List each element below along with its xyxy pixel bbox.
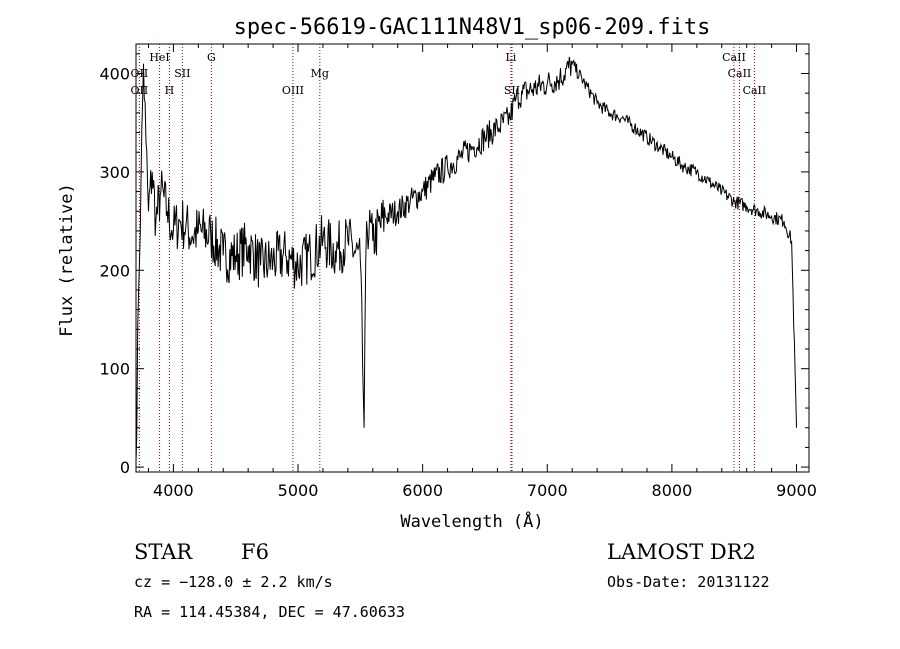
x-axis: 4000 5000 6000 7000 8000 9000 <box>147 44 817 500</box>
spectral-line-label: Li <box>505 51 516 64</box>
spectral-line-label: CaII <box>728 67 752 80</box>
x-tick-label: 9000 <box>776 481 817 500</box>
spectral-line-markers <box>138 44 755 472</box>
spectral-line-label: CaII <box>722 51 746 64</box>
x-tick-label: 4000 <box>153 481 194 500</box>
spectral-line-label: OIII <box>282 84 304 97</box>
object-subclass: F6 <box>241 540 269 564</box>
spectral-line-label: G <box>207 51 216 64</box>
spectral-line-label: SII <box>174 67 190 80</box>
x-tick-label: 8000 <box>652 481 693 500</box>
chart-title: spec-56619-GAC111N48V1_sp06-209.fits <box>234 15 711 40</box>
x-tick-label: 5000 <box>278 481 319 500</box>
survey-name: LAMOST DR2 <box>607 540 756 564</box>
y-tick-label: 400 <box>99 65 130 84</box>
spectral-line-label: H <box>165 84 175 97</box>
x-tick-label: 6000 <box>402 481 443 500</box>
spectrum-line <box>135 56 797 463</box>
y-tick-label: 200 <box>99 261 130 280</box>
y-axis-label: Flux (relative) <box>57 183 77 337</box>
spectral-line-label: CaII <box>743 84 767 97</box>
spectral-line-label: OII <box>131 84 149 97</box>
spectral-line-label: HeI <box>149 51 169 64</box>
coordinates: RA = 114.45384, DEC = 47.60633 <box>134 603 405 621</box>
y-axis: 0 100 200 300 400 <box>99 53 809 477</box>
y-tick-label: 100 <box>99 360 130 379</box>
observation-date: Obs-Date: 20131122 <box>607 573 770 591</box>
x-tick-label: 7000 <box>527 481 568 500</box>
y-tick-label: 0 <box>120 458 130 477</box>
y-tick-label: 300 <box>99 163 130 182</box>
object-class: STAR <box>134 540 193 564</box>
x-axis-label: Wavelength (Å) <box>400 510 543 532</box>
spectral-line-label: Mg <box>311 67 329 80</box>
redshift-cz: cz = −128.0 ± 2.2 km/s <box>134 573 333 591</box>
